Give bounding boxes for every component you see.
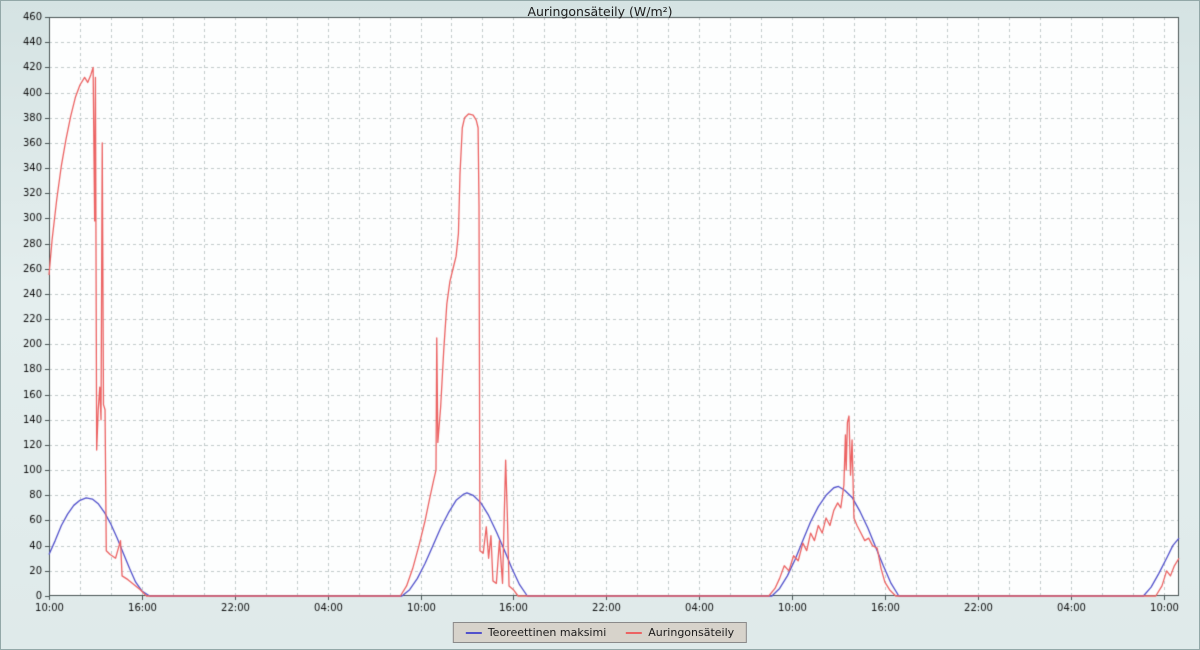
legend-label-theoretical-max: Teoreettinen maksimi	[487, 626, 607, 639]
legend: Teoreettinen maksimi Auringonsäteily	[452, 622, 748, 643]
chart-title: Auringonsäteily (W/m²)	[527, 4, 673, 19]
legend-label-solar-radiation: Auringonsäteily	[648, 626, 735, 639]
legend-line-red-icon	[626, 631, 643, 634]
legend-line-blue-icon	[465, 631, 482, 634]
legend-item-theoretical-max: Teoreettinen maksimi	[465, 626, 607, 639]
legend-item-solar-radiation: Auringonsäteily	[626, 626, 734, 639]
